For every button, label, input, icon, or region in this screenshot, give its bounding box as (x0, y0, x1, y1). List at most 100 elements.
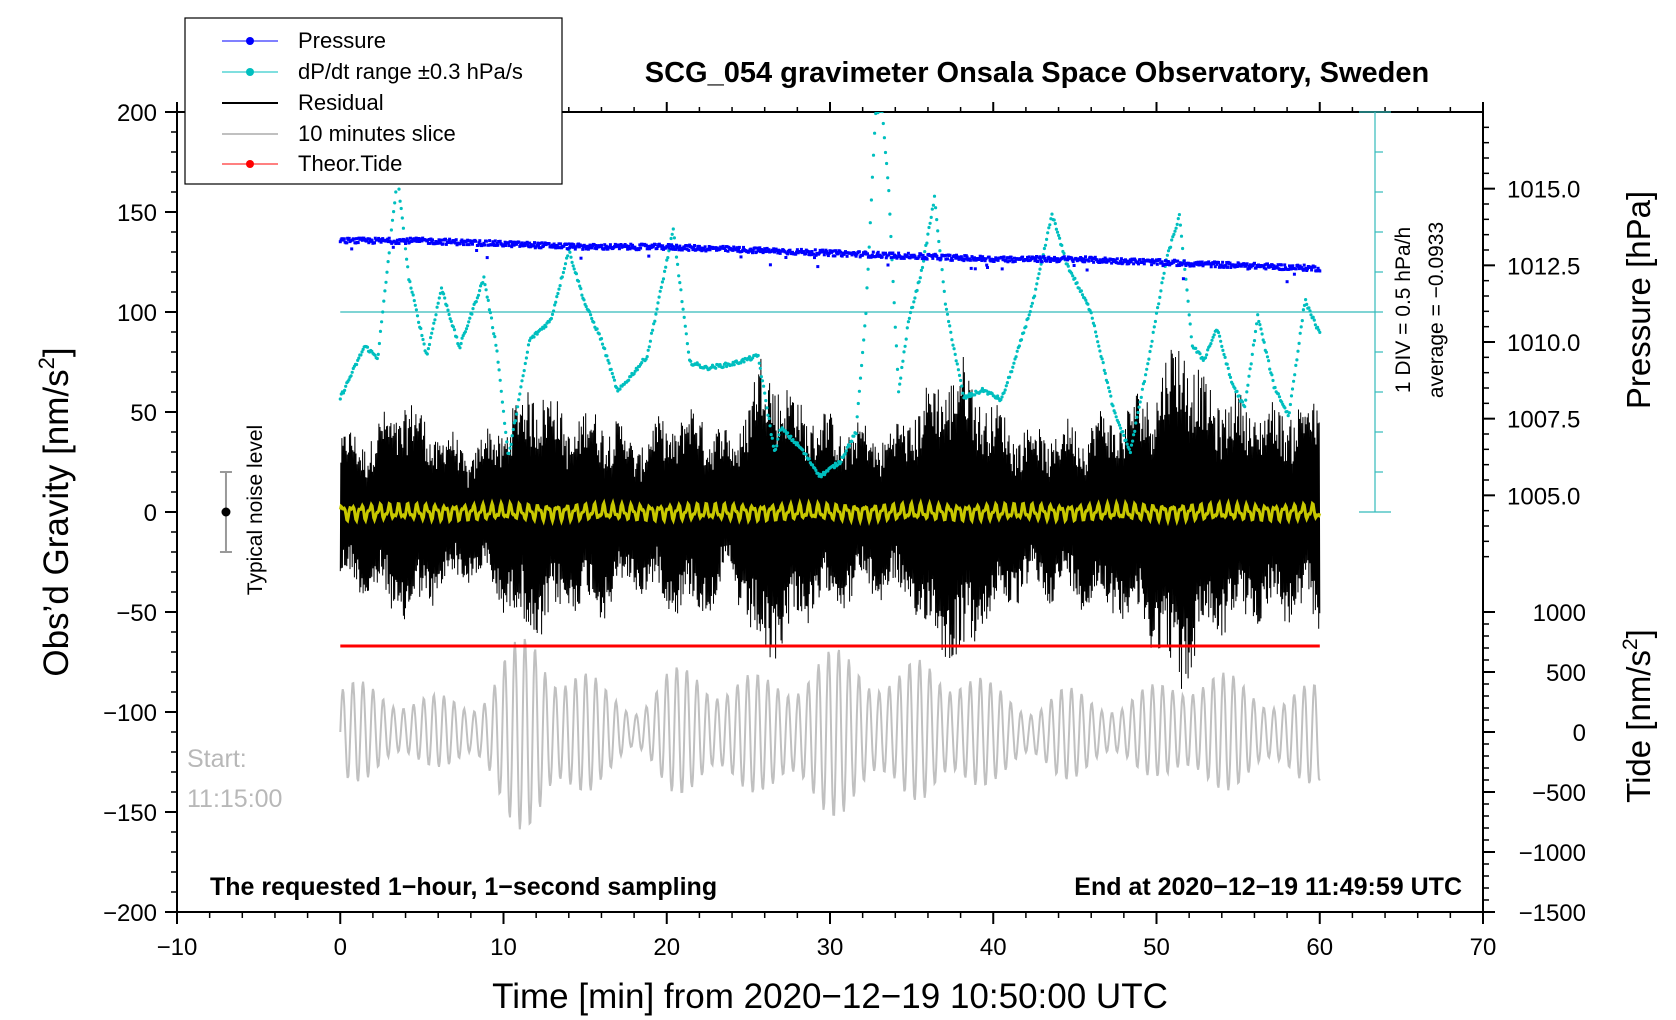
dpdt-point (1098, 349, 1102, 353)
pressure-point (465, 243, 469, 247)
dpdt-point (1062, 251, 1066, 256)
pressure-point (1026, 255, 1029, 259)
pressure-point (1233, 265, 1237, 269)
dpdt-point (1111, 404, 1115, 408)
tide-tick-label: 1000 (1533, 600, 1586, 627)
pressure-point (808, 253, 812, 257)
pressure-point (637, 248, 641, 252)
pressure-point (814, 253, 818, 257)
pressure-point (648, 247, 652, 251)
end-time-note: End at 2020−12−19 11:49:59 UTC (1074, 873, 1462, 901)
dpdt-point (510, 434, 514, 438)
pressure-point (706, 247, 710, 251)
dpdt-point (697, 363, 702, 367)
dpdt-point (928, 221, 932, 225)
dpdt-point (1276, 392, 1280, 396)
dpdt-point (560, 275, 564, 279)
pressure-point (578, 243, 582, 247)
legend-entry-dpdt: dP/dt range ±0.3 hPa/s (222, 59, 523, 84)
pressure-point (408, 236, 412, 240)
pressure-point (393, 240, 397, 244)
dpdt-point (1247, 374, 1251, 378)
pressure-point (1042, 255, 1046, 259)
pressure-point (870, 255, 874, 259)
dpdt-point (776, 437, 780, 441)
pressure-point (1010, 258, 1014, 261)
dpdt-point (1045, 237, 1049, 241)
pressure-point (342, 237, 346, 241)
pressure-point (1288, 264, 1291, 268)
pressure-point (810, 250, 814, 253)
dpdt-point (563, 262, 568, 266)
dpdt-point (1170, 238, 1174, 242)
dpdt-point (398, 199, 402, 203)
dpdt-point (951, 343, 955, 347)
pressure-point (1198, 263, 1202, 267)
dpdt-point (1296, 349, 1300, 353)
pressure-point (400, 239, 404, 243)
pressure-point (523, 244, 527, 248)
dpdt-point (931, 203, 936, 207)
pressure-point (557, 242, 561, 246)
pressure-point (1247, 264, 1251, 268)
pressure-point (698, 248, 702, 252)
dpdt-point (532, 335, 536, 339)
y-axis-label-left-sup: 2 (34, 357, 59, 369)
dpdt-point (943, 302, 948, 306)
pressure-point (386, 237, 390, 241)
pressure-point (1092, 260, 1096, 264)
dpdt-point (742, 360, 746, 364)
dpdt-point (929, 215, 933, 219)
dpdt-point (1205, 353, 1209, 357)
dpdt-point (528, 339, 532, 343)
dpdt-point (671, 227, 675, 231)
pressure-point (943, 254, 947, 258)
dpdt-point (760, 379, 765, 383)
dpdt-point (764, 399, 768, 403)
dpdt-point (1122, 433, 1126, 437)
pressure-point (1095, 258, 1099, 262)
dpdt-point (804, 452, 808, 456)
pressure-point (974, 258, 978, 262)
pressure-point (1177, 264, 1181, 267)
y-axis-label-tide: Tide [nm/s2] (1619, 629, 1657, 803)
y-tick-label-left: 50 (130, 400, 157, 427)
dpdt-point (1113, 411, 1117, 415)
pressure-point (1002, 255, 1006, 259)
dpdt-point (603, 347, 607, 351)
pressure-point (739, 255, 743, 259)
pressure-point (1082, 257, 1086, 261)
pressure-point (592, 243, 596, 246)
pressure-point (971, 256, 975, 260)
legend-label-pressure: Pressure (298, 28, 386, 53)
tide-tick-label: 500 (1546, 660, 1586, 687)
dpdt-point (947, 319, 951, 324)
dpdt-point (683, 324, 687, 328)
dpdt-point (918, 276, 922, 280)
dpdt-point (1114, 415, 1118, 419)
dpdt-point (1173, 229, 1177, 233)
pressure-point (528, 241, 532, 245)
pressure-point (669, 247, 673, 251)
dpdt-point (897, 390, 901, 394)
dpdt-point (386, 260, 390, 264)
pressure-point (1132, 262, 1136, 266)
pressure-point (830, 249, 834, 253)
dpdt-point (1179, 234, 1184, 238)
dpdt-point (858, 376, 863, 380)
pressure-point (1040, 260, 1044, 264)
dpdt-point (1103, 371, 1107, 375)
dpdt-point (515, 412, 519, 416)
pressure-point (799, 250, 803, 254)
pressure-point (990, 258, 994, 261)
dpdt-point (632, 372, 636, 376)
pressure-point (1142, 262, 1146, 266)
dpdt-point (570, 260, 574, 264)
dpdt-point (513, 419, 518, 423)
dpdt-point (1237, 394, 1241, 398)
pressure-point (484, 239, 488, 243)
pressure-point (1160, 260, 1164, 264)
pressure-point (1266, 262, 1269, 266)
pressure-point (1263, 263, 1267, 267)
